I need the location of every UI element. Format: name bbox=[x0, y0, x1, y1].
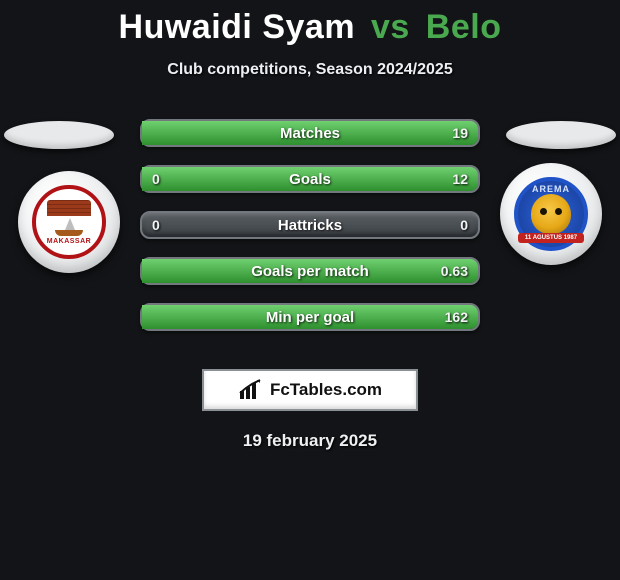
comparison-arena: MAKASSAR AREMA 11 AGUSTUS 1987 19 Matches… bbox=[0, 101, 620, 361]
psm-wall-icon bbox=[47, 200, 91, 216]
stat-bar: 0 12 Goals bbox=[140, 165, 480, 193]
stat-value-right: 19 bbox=[452, 125, 468, 141]
brand-box[interactable]: FcTables.com bbox=[202, 369, 418, 411]
stat-bars-container: 19 Matches 0 12 Goals 0 0 Hattricks 0.63 Goals pe… bbox=[140, 119, 480, 349]
player2-club-crest: AREMA 11 AGUSTUS 1987 bbox=[500, 163, 602, 265]
stat-bar: 0.63 Goals per match bbox=[140, 257, 480, 285]
player1-club-crest: MAKASSAR bbox=[18, 171, 120, 273]
player1-base-oval bbox=[4, 121, 114, 149]
stat-value-right: 162 bbox=[445, 309, 468, 325]
date-label: 19 february 2025 bbox=[0, 431, 620, 451]
psm-crest-icon: MAKASSAR bbox=[32, 185, 106, 259]
stat-label: Hattricks bbox=[278, 217, 342, 234]
subtitle: Club competitions, Season 2024/2025 bbox=[0, 61, 620, 79]
player1-name: Huwaidi Syam bbox=[119, 8, 356, 46]
stat-label: Min per goal bbox=[266, 309, 354, 326]
arema-crest-icon: AREMA 11 AGUSTUS 1987 bbox=[514, 177, 588, 251]
stat-label: Goals bbox=[289, 171, 331, 188]
arema-lion-icon bbox=[531, 194, 571, 234]
psm-label: MAKASSAR bbox=[47, 238, 91, 245]
stat-bar: 0 0 Hattricks bbox=[140, 211, 480, 239]
arema-ribbon: 11 AGUSTUS 1987 bbox=[518, 233, 584, 243]
stat-value-left: 0 bbox=[152, 217, 160, 233]
stat-value-right: 12 bbox=[452, 171, 468, 187]
player2-base-oval bbox=[506, 121, 616, 149]
stat-value-right: 0 bbox=[460, 217, 468, 233]
bar-chart-icon bbox=[238, 379, 264, 401]
psm-boat-icon bbox=[49, 218, 89, 236]
stat-label: Matches bbox=[280, 125, 340, 142]
arema-arc-text: AREMA bbox=[518, 184, 584, 194]
stat-bar: 19 Matches bbox=[140, 119, 480, 147]
player2-name: Belo bbox=[426, 8, 502, 46]
vs-label: vs bbox=[371, 8, 410, 46]
stat-bar: 162 Min per goal bbox=[140, 303, 480, 331]
stat-label: Goals per match bbox=[251, 263, 369, 280]
stat-value-left: 0 bbox=[152, 171, 160, 187]
brand-text: FcTables.com bbox=[270, 380, 382, 400]
stat-value-right: 0.63 bbox=[441, 263, 468, 279]
comparison-title: Huwaidi Syam vs Belo bbox=[0, 0, 620, 47]
